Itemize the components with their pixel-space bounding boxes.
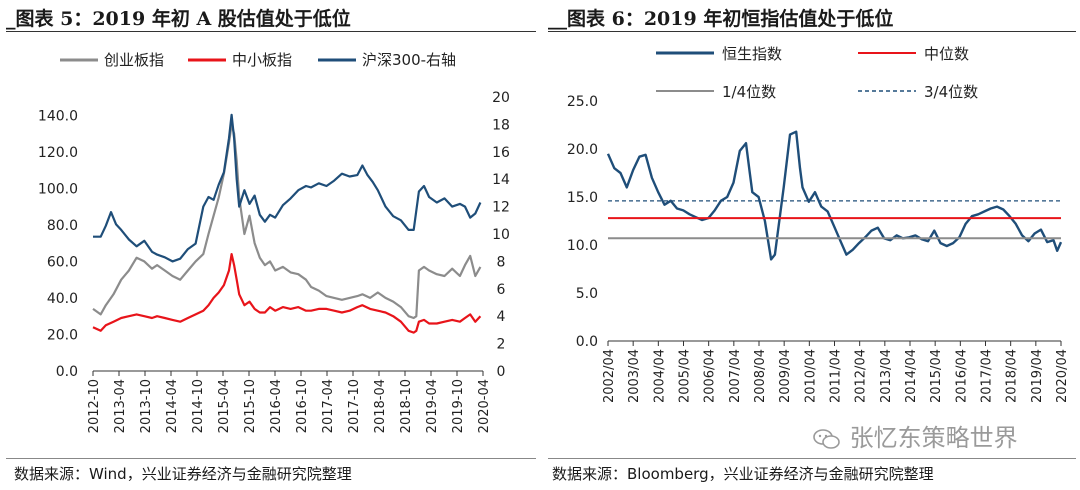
- x-tick-label: 2013-04: [113, 379, 128, 433]
- left-tick-label: 0.0: [56, 364, 78, 380]
- x-tick-label: 2019-10: [451, 379, 466, 433]
- left-tick-label: 140.0: [38, 108, 78, 124]
- x-tick-label: 2017/04: [980, 349, 995, 403]
- right-tick-label: 0: [497, 364, 506, 380]
- x-tick-label: 2016-04: [269, 379, 284, 433]
- right-tick-label: 16: [492, 145, 510, 161]
- x-tick-label: 2011/04: [829, 349, 844, 403]
- chart-panel-6: __图表 6：2019 年初恒指估值处于低位 恒生指数 中位数 1/4位数 3/4位数…: [540, 0, 1080, 490]
- x-tick-label: 2014-10: [191, 379, 206, 433]
- watermark: 张忆东策略世界: [812, 418, 1018, 453]
- chart-panel-5: _图表 5：2019 年初 A 股估值处于低位 创业板指 中小板指 沪深300-右轴…: [6, 8, 536, 483]
- x-tick-label: 2014/04: [904, 349, 919, 403]
- left-tick-label: 40.0: [47, 291, 78, 307]
- left-tick-label: 20.0: [47, 327, 78, 343]
- left-tick-label: 60.0: [47, 254, 78, 270]
- x-tick-label: 2015-04: [217, 379, 232, 433]
- series-line: [92, 123, 482, 320]
- right-tick-label: 18: [492, 117, 510, 133]
- y-tick-label: 10.0: [567, 238, 598, 254]
- chart-title: __图表 6：2019 年初恒指估值处于低位: [548, 8, 894, 30]
- x-tick-label: 2013/04: [879, 349, 894, 403]
- x-tick-label: 2016/04: [954, 349, 969, 403]
- x-tick-label: 2009/04: [778, 349, 793, 403]
- right-tick-label: 6: [497, 282, 506, 298]
- wechat-icon: [813, 429, 840, 449]
- x-tick-label: 2014-04: [165, 379, 180, 433]
- right-tick-label: 12: [492, 200, 510, 216]
- x-tick-label: 2013-10: [139, 379, 154, 433]
- series-line: [92, 253, 482, 334]
- legend-label: 1/4位数: [722, 83, 776, 101]
- y-tick-label: 25.0: [567, 94, 598, 110]
- right-tick-label: 10: [492, 227, 510, 243]
- x-tick-label: 2003/04: [627, 349, 642, 403]
- x-tick-label: 2016-10: [295, 379, 310, 433]
- right-tick-label: 20: [492, 90, 510, 106]
- left-tick-label: 80.0: [47, 218, 78, 234]
- x-tick-label: 2012/04: [854, 349, 869, 403]
- x-tick-label: 2002/04: [602, 349, 617, 403]
- x-tick-label: 2004/04: [652, 349, 667, 403]
- legend-label: 创业板指: [104, 51, 164, 69]
- source-note: 数据来源：Bloomberg，兴业证券经济与金融研究院整理: [552, 465, 934, 483]
- x-tick-label: 2017-10: [347, 379, 362, 433]
- source-rule: [548, 458, 1076, 459]
- right-tick-label: 2: [497, 337, 506, 353]
- x-tick-label: 2019-04: [425, 379, 440, 433]
- title-rule: [548, 31, 1076, 32]
- x-tick-label: 2012-10: [87, 379, 102, 433]
- y-tick-label: 5.0: [576, 286, 598, 302]
- chart-title: _图表 5：2019 年初 A 股估值处于低位: [6, 8, 351, 30]
- left-tick-label: 120.0: [38, 145, 78, 161]
- right-tick-label: 14: [492, 172, 510, 188]
- legend-label: 中小板指: [232, 51, 292, 69]
- title-rule: [6, 31, 536, 32]
- legend-label: 沪深300-右轴: [362, 51, 456, 69]
- x-tick-label: 2007/04: [728, 349, 743, 403]
- x-tick-label: 2006/04: [703, 349, 718, 403]
- x-tick-label: 2018-04: [373, 379, 388, 433]
- x-tick-label: 2019/04: [1030, 349, 1045, 403]
- x-tick-label: 2005/04: [678, 349, 693, 403]
- y-tick-label: 20.0: [567, 142, 598, 158]
- x-tick-label: 2010/04: [803, 349, 818, 403]
- y-tick-label: 15.0: [567, 190, 598, 206]
- legend-label: 中位数: [924, 45, 969, 63]
- x-tick-label: 2020/04: [1055, 349, 1070, 403]
- y-tick-label: 0.0: [576, 334, 598, 350]
- series-line: [93, 113, 482, 263]
- series-line: [606, 130, 1063, 261]
- x-tick-label: 2015-10: [243, 379, 258, 433]
- chart-area: 恒生指数 中位数 1/4位数 3/4位数 0.0 5.0 10.0 15.0 20.0 25.0 2…: [567, 45, 1070, 403]
- legend-label: 恒生指数: [722, 45, 782, 63]
- right-tick-label: 4: [497, 309, 506, 325]
- watermark-text: 张忆东策略世界: [849, 424, 1018, 452]
- x-tick-label: 2018-10: [399, 379, 414, 433]
- x-tick-label: 2015/04: [929, 349, 944, 403]
- x-tick-label: 2017-04: [321, 379, 336, 433]
- legend-label: 3/4位数: [924, 83, 978, 101]
- source-note: 数据来源：Wind，兴业证券经济与金融研究院整理: [14, 465, 352, 483]
- x-tick-label: 2020-04: [477, 379, 492, 433]
- x-tick-label: 2008/04: [753, 349, 768, 403]
- right-tick-label: 8: [497, 254, 506, 270]
- x-tick-label: 2018/04: [1005, 349, 1020, 403]
- left-tick-label: 100.0: [38, 181, 78, 197]
- source-rule: [6, 458, 536, 459]
